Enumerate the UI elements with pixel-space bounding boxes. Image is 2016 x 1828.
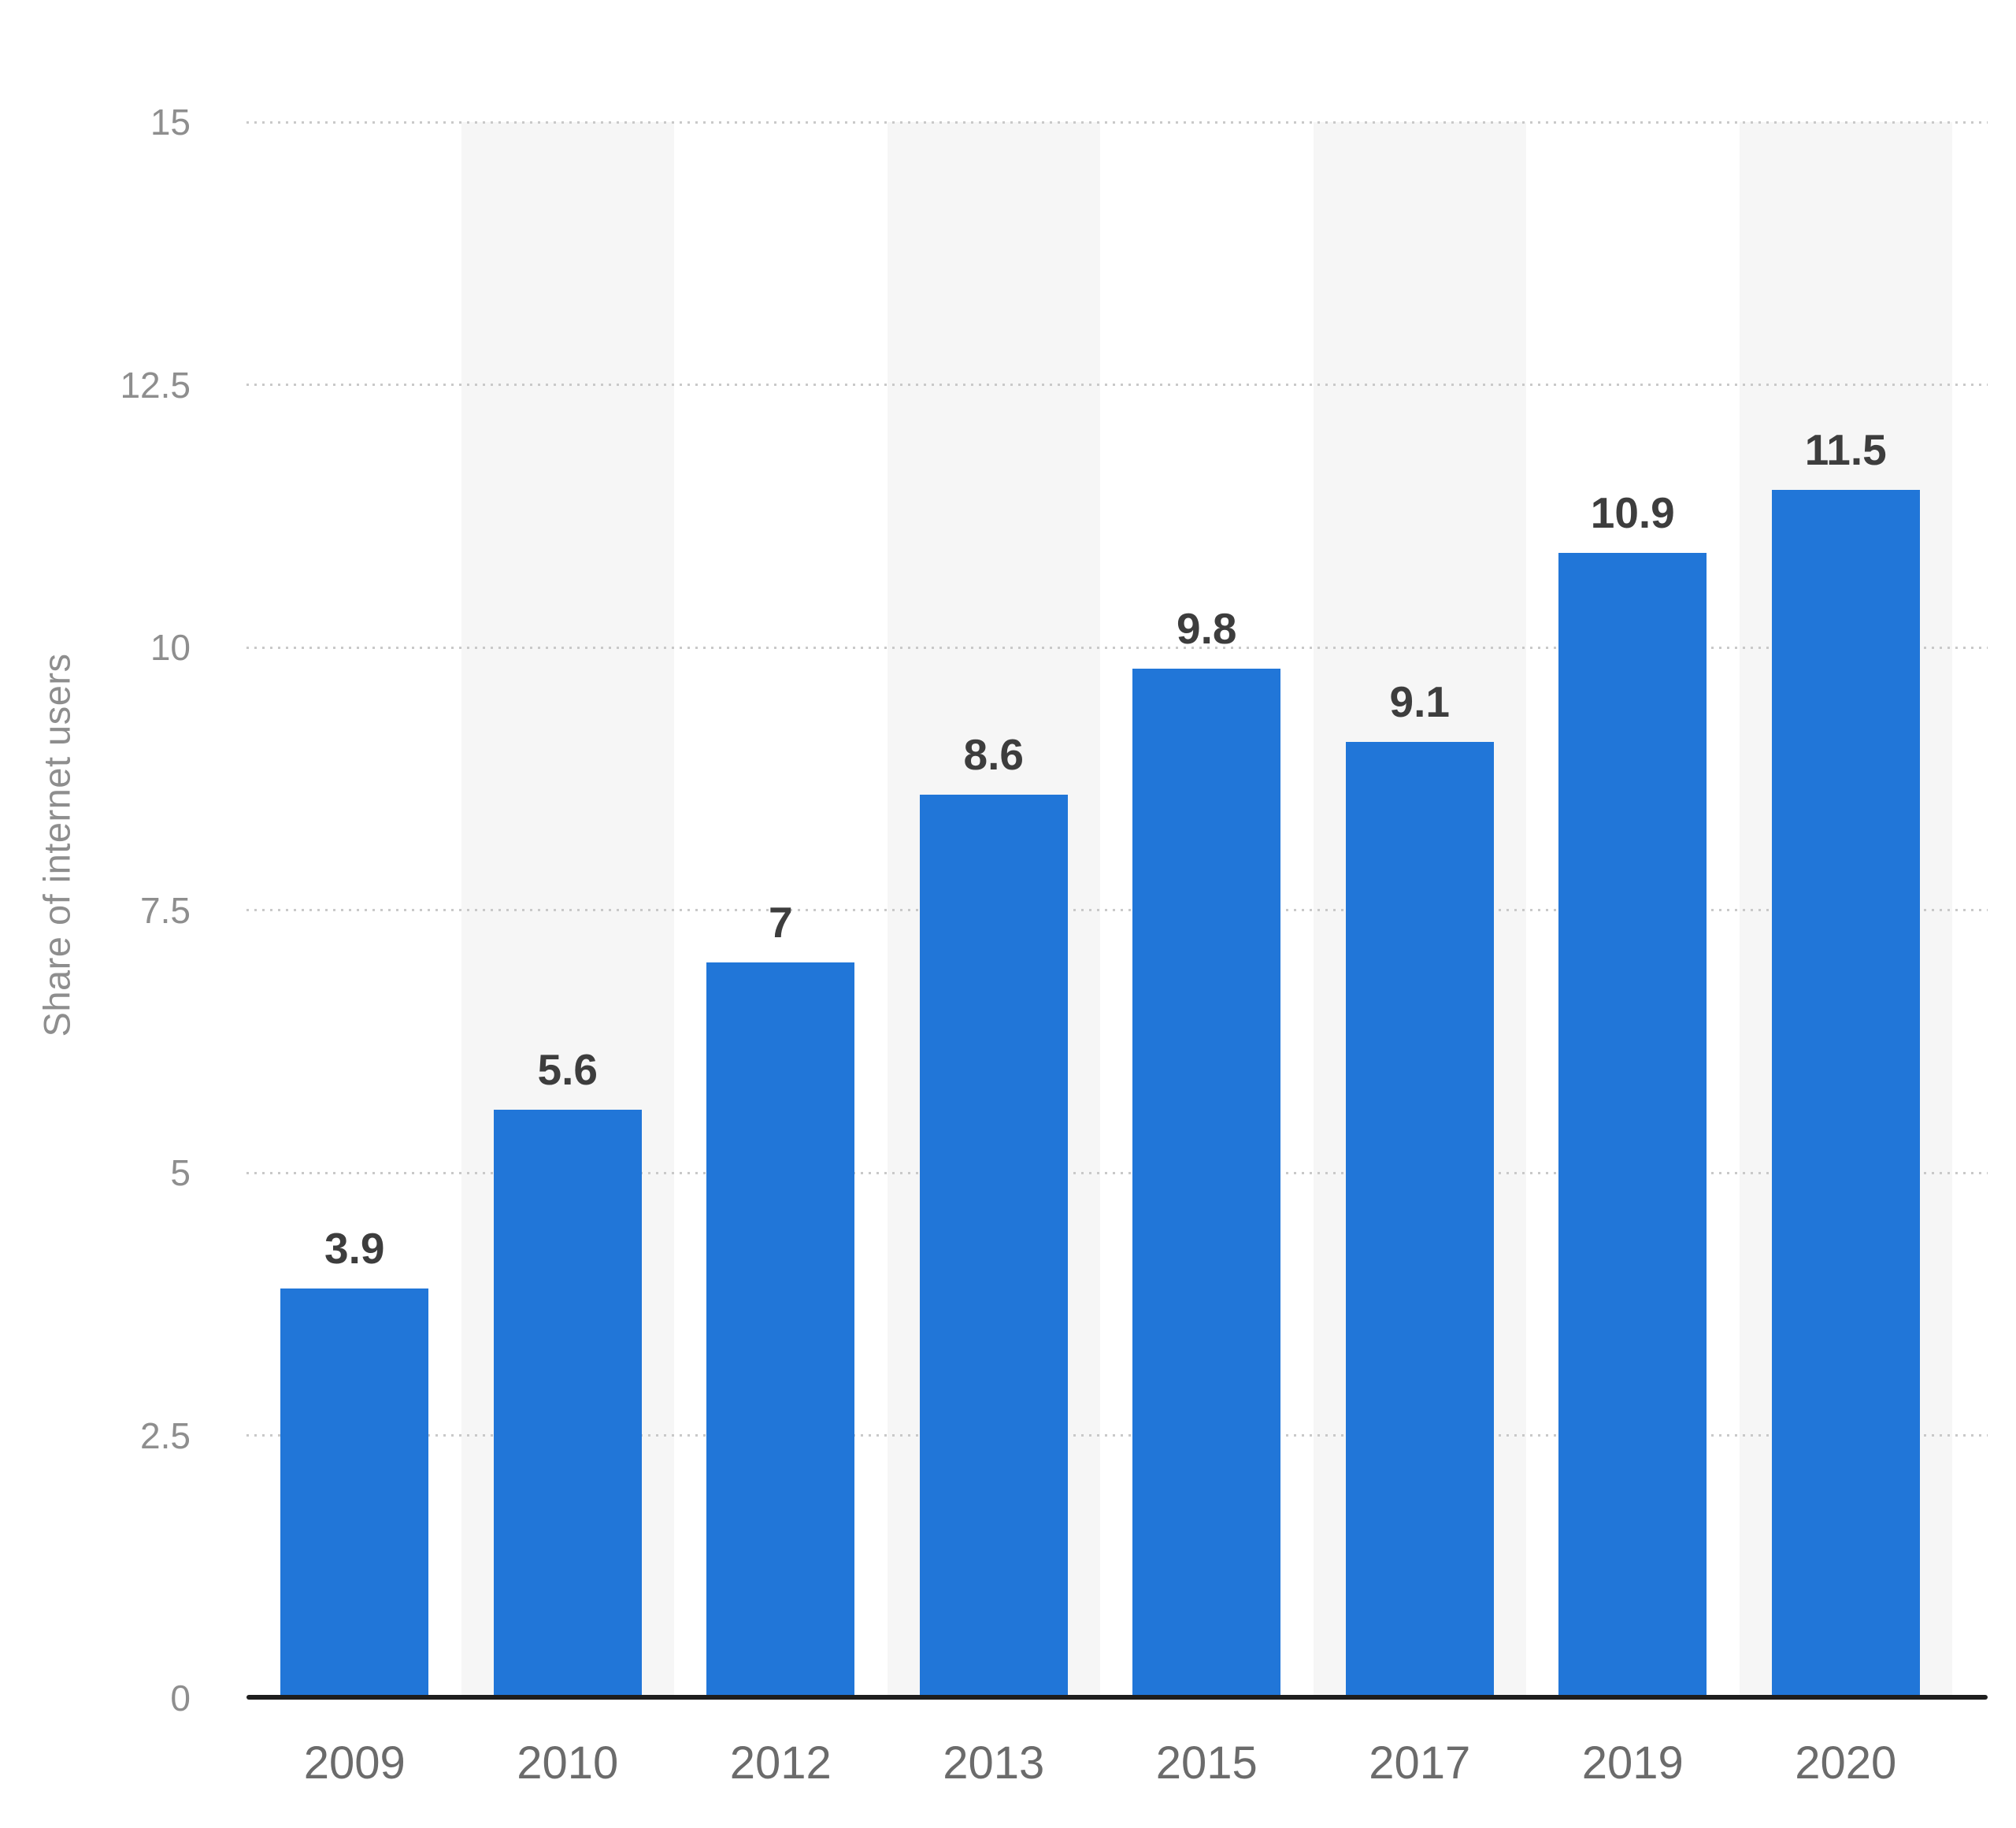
bar-2015[interactable] xyxy=(1132,668,1281,1698)
x-tick-label-2010: 2010 xyxy=(517,1737,619,1789)
y-tick-label-15: 15 xyxy=(150,102,191,143)
y-tick-label-2.5: 2.5 xyxy=(140,1415,191,1456)
bar-2017[interactable] xyxy=(1345,742,1494,1698)
bar-2012[interactable] xyxy=(706,962,855,1698)
value-label-2017: 9.1 xyxy=(1389,677,1450,727)
y-tick-label-5: 5 xyxy=(170,1152,191,1193)
bar-2009[interactable] xyxy=(280,1288,429,1698)
value-label-2019: 10.9 xyxy=(1590,488,1675,537)
gridline-2.5 xyxy=(246,1434,1988,1437)
value-label-2013: 8.6 xyxy=(963,729,1024,779)
gridline-10 xyxy=(246,646,1988,649)
y-axis-title: Share of internet users xyxy=(35,653,78,1037)
value-label-2020: 11.5 xyxy=(1804,425,1887,474)
gridline-15 xyxy=(246,121,1988,124)
gridline-12.5 xyxy=(246,384,1988,386)
gridline-7.5 xyxy=(246,909,1988,911)
value-label-2010: 5.6 xyxy=(537,1044,598,1094)
y-tick-label-7.5: 7.5 xyxy=(140,889,191,931)
value-label-2015: 9.8 xyxy=(1177,603,1237,653)
bar-2010[interactable] xyxy=(493,1109,642,1698)
x-tick-label-2017: 2017 xyxy=(1369,1737,1471,1789)
x-tick-label-2012: 2012 xyxy=(729,1737,832,1789)
bar-2013[interactable] xyxy=(919,794,1068,1698)
y-tick-label-10: 10 xyxy=(150,627,191,668)
x-tick-label-2020: 2020 xyxy=(1795,1737,1897,1789)
bar-2020[interactable] xyxy=(1771,489,1920,1698)
y-tick-label-0: 0 xyxy=(170,1678,191,1719)
x-axis-line xyxy=(246,1695,1988,1700)
gridline-5 xyxy=(246,1171,1988,1174)
x-tick-label-2009: 2009 xyxy=(303,1737,406,1789)
y-tick-label-12.5: 12.5 xyxy=(120,364,191,406)
x-tick-label-2013: 2013 xyxy=(943,1737,1045,1789)
value-label-2009: 3.9 xyxy=(324,1223,385,1273)
value-label-2012: 7 xyxy=(768,898,793,947)
x-tick-label-2015: 2015 xyxy=(1155,1737,1258,1789)
x-tick-label-2019: 2019 xyxy=(1581,1737,1684,1789)
bar-2019[interactable] xyxy=(1558,552,1707,1698)
